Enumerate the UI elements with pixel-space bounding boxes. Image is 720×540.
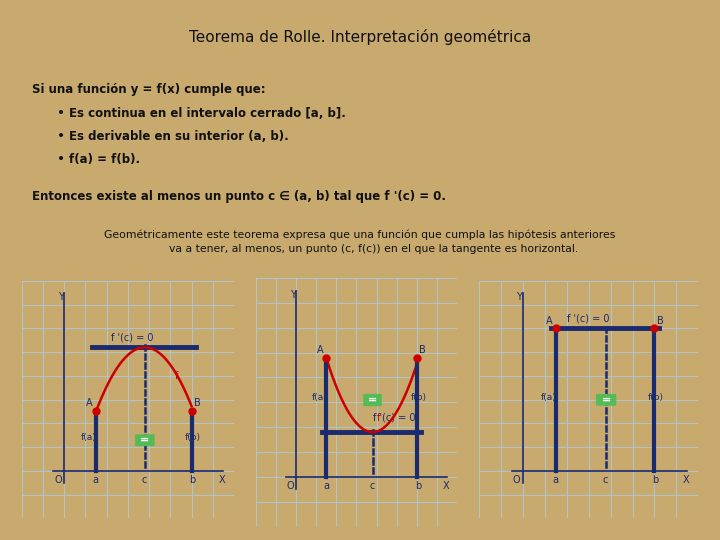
Text: c: c: [369, 481, 375, 491]
Text: Y: Y: [516, 292, 522, 302]
Text: A: A: [317, 345, 324, 355]
Text: f(a): f(a): [540, 393, 556, 402]
Text: b: b: [652, 475, 659, 485]
FancyBboxPatch shape: [596, 394, 616, 406]
Text: X: X: [683, 475, 690, 485]
Text: f(b): f(b): [411, 393, 427, 402]
Text: Y: Y: [290, 290, 296, 300]
Text: a: a: [93, 475, 99, 485]
Text: f '(c) = 0: f '(c) = 0: [567, 313, 610, 323]
Text: Y: Y: [58, 292, 63, 302]
Text: f '(c) = 0: f '(c) = 0: [111, 332, 153, 342]
Text: • f(a) = f(b).: • f(a) = f(b).: [49, 153, 140, 166]
Text: b: b: [415, 481, 421, 491]
FancyBboxPatch shape: [135, 434, 155, 446]
Text: X: X: [443, 481, 450, 491]
Text: f: f: [377, 413, 380, 423]
Text: =: =: [601, 395, 611, 405]
Text: X: X: [219, 475, 226, 485]
Text: b: b: [189, 475, 196, 485]
Text: f(a): f(a): [312, 393, 328, 402]
Text: a: a: [552, 475, 559, 485]
Text: =: =: [368, 395, 377, 405]
Text: Geométricamente este teorema expresa que una función que cumpla las hipótesis an: Geométricamente este teorema expresa que…: [104, 229, 616, 254]
Text: =: =: [140, 435, 150, 445]
Text: O: O: [287, 481, 294, 491]
Text: B: B: [194, 397, 200, 408]
Text: f(a): f(a): [81, 433, 96, 442]
Text: O: O: [513, 475, 521, 485]
Text: • Es continua en el intervalo cerrado [a, b].: • Es continua en el intervalo cerrado [a…: [49, 107, 346, 120]
Text: Entonces existe al menos un punto c ∈ (a, b) tal que f '(c) = 0.: Entonces existe al menos un punto c ∈ (a…: [32, 190, 446, 203]
Text: c: c: [142, 475, 147, 485]
Text: Teorema de Rolle. Interpretación geométrica: Teorema de Rolle. Interpretación geométr…: [189, 29, 531, 45]
Text: f '(c) = 0: f '(c) = 0: [372, 413, 415, 423]
Text: f(b): f(b): [185, 433, 201, 442]
Text: f: f: [174, 371, 178, 381]
FancyBboxPatch shape: [364, 394, 382, 406]
Text: • Es derivable en su interior (a, b).: • Es derivable en su interior (a, b).: [49, 130, 289, 143]
Text: A: A: [86, 397, 93, 408]
Text: c: c: [603, 475, 608, 485]
Text: O: O: [55, 475, 62, 485]
Text: a: a: [323, 481, 329, 491]
Text: A: A: [546, 315, 552, 326]
Text: B: B: [419, 345, 426, 355]
Text: Si una función y = f(x) cumple que:: Si una función y = f(x) cumple que:: [32, 83, 266, 96]
Text: f(b): f(b): [648, 393, 664, 402]
Text: B: B: [657, 315, 663, 326]
